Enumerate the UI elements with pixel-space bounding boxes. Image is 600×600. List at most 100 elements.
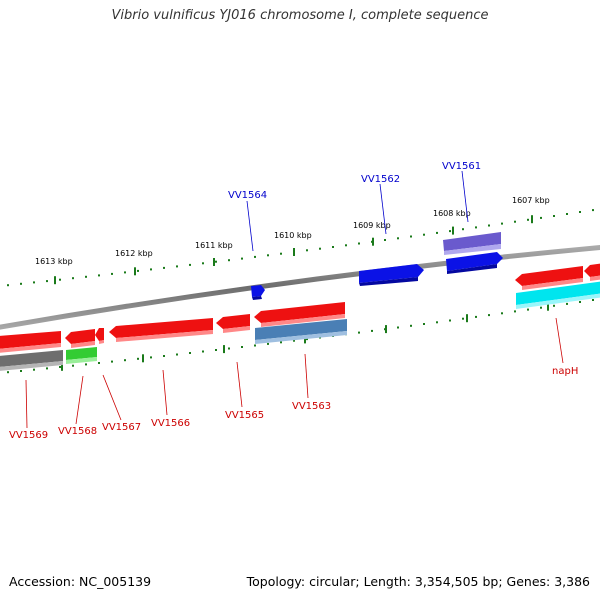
upper-minor-tick bbox=[267, 254, 269, 257]
gene-vv1567[interactable] bbox=[95, 328, 104, 344]
lower-major-tick bbox=[547, 302, 549, 311]
upper-minor-tick bbox=[527, 218, 529, 221]
lower-minor-tick bbox=[514, 310, 516, 313]
feature-green[interactable] bbox=[66, 347, 97, 364]
lower-major-tick bbox=[61, 362, 63, 371]
lower-minor-tick bbox=[592, 299, 594, 301]
gene-vv1561[interactable] bbox=[443, 232, 501, 255]
upper-minor-tick bbox=[449, 230, 451, 233]
upper-major-tick bbox=[531, 215, 533, 224]
kbp-scale-upper bbox=[7, 209, 594, 287]
lower-minor-tick bbox=[20, 370, 22, 372]
lower-leader-lines bbox=[25, 317, 564, 429]
lower-minor-tick bbox=[488, 314, 490, 317]
upper-major-tick bbox=[372, 237, 374, 246]
lower-minor-tick bbox=[124, 359, 126, 362]
upper-minor-tick bbox=[397, 237, 399, 240]
gene-label-vv1562[interactable]: VV1562 bbox=[361, 174, 400, 185]
upper-minor-tick bbox=[345, 244, 347, 247]
upper-minor-tick bbox=[553, 215, 555, 217]
chromosome-backbone bbox=[0, 244, 600, 330]
upper-minor-tick bbox=[228, 259, 230, 262]
lower-minor-tick bbox=[579, 301, 581, 303]
kbp-label-1607: 1607 kbp bbox=[512, 196, 550, 205]
upper-minor-tick bbox=[7, 284, 9, 287]
gene-vv1564[interactable] bbox=[251, 285, 265, 300]
upper-minor-tick bbox=[423, 233, 425, 236]
gene-vv1565[interactable] bbox=[216, 314, 250, 333]
lower-gene-labels: VV1569 VV1568 VV1567 VV1566 VV1565 VV156… bbox=[9, 366, 578, 441]
gene-vv1569[interactable] bbox=[0, 331, 61, 353]
kbp-label-1609: 1609 kbp bbox=[353, 221, 391, 230]
gene-label-vv1567[interactable]: VV1567 bbox=[102, 422, 141, 433]
upper-minor-tick bbox=[319, 247, 321, 250]
lower-major-tick bbox=[142, 354, 144, 363]
gene-unlabeled-blue[interactable] bbox=[446, 252, 503, 274]
upper-minor-tick bbox=[59, 278, 61, 281]
upper-minor-tick bbox=[72, 277, 74, 280]
lower-minor-tick bbox=[306, 338, 308, 341]
lower-minor-tick bbox=[241, 346, 243, 348]
upper-minor-tick bbox=[46, 280, 48, 283]
lower-major-tick bbox=[466, 314, 468, 323]
upper-minor-tick bbox=[592, 209, 594, 212]
upper-minor-tick bbox=[163, 266, 165, 269]
gene-label-vv1561[interactable]: VV1561 bbox=[442, 161, 481, 172]
gene-vv1563[interactable] bbox=[254, 302, 345, 327]
upper-major-tick bbox=[452, 226, 454, 235]
lower-minor-tick bbox=[527, 308, 529, 311]
gene-label-vv1565[interactable]: VV1565 bbox=[225, 410, 264, 421]
gene-label-vv1568[interactable]: VV1568 bbox=[58, 426, 97, 437]
feature-steel-blue[interactable] bbox=[255, 319, 347, 344]
lower-minor-tick bbox=[85, 363, 87, 366]
gene-label-napH[interactable]: napH bbox=[552, 366, 578, 377]
upper-minor-tick bbox=[332, 246, 334, 248]
upper-minor-tick bbox=[189, 263, 191, 266]
lower-minor-tick bbox=[33, 368, 35, 371]
upper-minor-tick bbox=[20, 282, 22, 285]
lower-minor-tick bbox=[189, 352, 191, 354]
lower-minor-tick bbox=[228, 347, 230, 350]
accession-label: Accession: NC_005139 bbox=[9, 574, 152, 589]
gene-label-vv1569[interactable]: VV1569 bbox=[9, 430, 48, 441]
lower-major-tick bbox=[304, 335, 306, 344]
lower-minor-tick bbox=[72, 364, 74, 367]
lower-minor-tick bbox=[410, 324, 412, 327]
kbp-label-1612: 1612 kbp bbox=[115, 249, 153, 258]
gene-label-vv1563[interactable]: VV1563 bbox=[292, 401, 331, 412]
lower-minor-tick bbox=[254, 344, 256, 347]
upper-minor-tick bbox=[462, 228, 464, 231]
upper-minor-tick bbox=[202, 262, 204, 265]
lower-minor-tick bbox=[215, 349, 217, 351]
upper-minor-tick bbox=[514, 220, 516, 223]
upper-minor-tick bbox=[280, 252, 282, 255]
lower-minor-tick bbox=[358, 331, 360, 334]
gene-vv1562[interactable] bbox=[359, 264, 424, 286]
kbp-label-1610: 1610 kbp bbox=[274, 231, 312, 240]
upper-major-tick bbox=[293, 248, 295, 256]
upper-minor-tick bbox=[254, 255, 256, 258]
feature-cyan[interactable] bbox=[516, 281, 600, 309]
upper-major-tick bbox=[213, 258, 215, 266]
gene-label-vv1566[interactable]: VV1566 bbox=[151, 418, 190, 429]
gene-vv1566[interactable] bbox=[109, 318, 213, 342]
upper-minor-tick bbox=[137, 269, 139, 272]
lower-minor-tick bbox=[475, 315, 477, 318]
gene-napH[interactable] bbox=[515, 263, 600, 290]
gene-vv1568[interactable] bbox=[65, 329, 95, 348]
lower-minor-tick bbox=[436, 321, 438, 324]
kbp-label-1613: 1613 kbp bbox=[35, 257, 73, 266]
lower-minor-tick bbox=[371, 329, 373, 332]
upper-minor-tick bbox=[501, 222, 503, 225]
upper-minor-tick bbox=[33, 281, 35, 284]
lower-minor-tick bbox=[202, 350, 204, 353]
gene-label-vv1564[interactable]: VV1564 bbox=[228, 190, 267, 201]
lower-minor-tick bbox=[267, 342, 269, 345]
lower-minor-tick bbox=[553, 304, 555, 307]
upper-minor-tick bbox=[579, 211, 581, 213]
feature-gray[interactable] bbox=[0, 350, 63, 371]
upper-minor-tick bbox=[488, 224, 490, 227]
upper-minor-tick bbox=[358, 242, 360, 245]
upper-minor-tick bbox=[410, 235, 412, 238]
lower-minor-tick bbox=[540, 306, 542, 309]
